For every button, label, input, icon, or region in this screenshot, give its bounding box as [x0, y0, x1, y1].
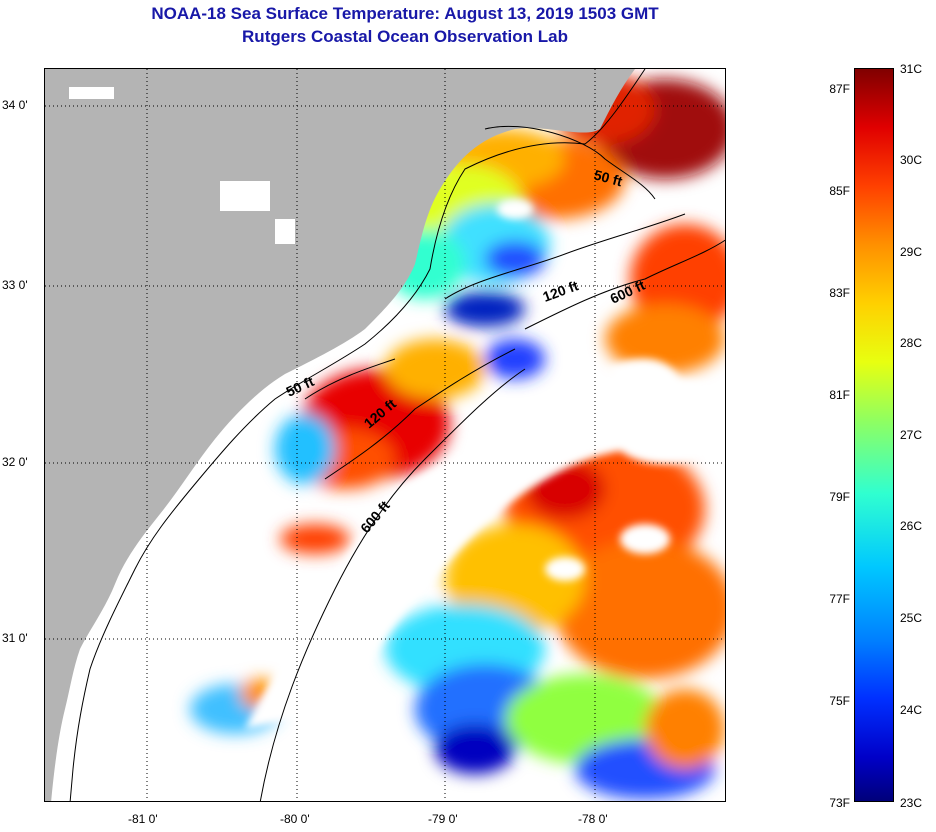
colorbar-c-23: 23C	[900, 796, 923, 810]
isobath-600ft	[524, 239, 725, 330]
temperature-colorbar	[854, 68, 894, 802]
isobath-120ft	[444, 213, 686, 300]
lat-label-33: 33 0'	[2, 278, 28, 292]
colorbar-c-27: 27C	[900, 428, 923, 442]
coastline-fringe	[69, 69, 646, 801]
colorbar-c-24: 24C	[900, 703, 923, 717]
graticule	[45, 69, 725, 801]
colorbar-f-73: 73F	[829, 796, 850, 810]
lon-label-80: -80 0'	[280, 812, 310, 826]
cloud-patches	[245, 199, 725, 729]
colorbar-f-81: 81F	[829, 388, 850, 402]
colorbar-c-26: 26C	[900, 519, 923, 533]
isobaths	[259, 125, 725, 801]
sst-map-canvas: 50 ft 120 ft 600 ft 50 ft 120 ft 600 ft	[45, 69, 725, 801]
lat-label-32: 32 0'	[2, 455, 28, 469]
colorbar-c-28: 28C	[900, 336, 923, 350]
map-subtitle: Rutgers Coastal Ocean Observation Lab	[242, 27, 568, 46]
contour-label-50ft: 50 ft	[592, 166, 624, 189]
lon-label-81: -81 0'	[128, 812, 158, 826]
colorbar-f-75: 75F	[829, 694, 850, 708]
lon-label-79: -79 0'	[428, 812, 458, 826]
isobath-120ft-south	[324, 348, 516, 480]
lon-label-78: -78 0'	[578, 812, 608, 826]
lat-label-31: 31 0'	[2, 631, 28, 645]
colorbar-c-31: 31C	[900, 62, 923, 76]
inland-no-data	[69, 87, 295, 244]
colorbar-f-87: 87F	[829, 82, 850, 96]
colorbar-f-83: 83F	[829, 286, 850, 300]
colorbar-f-79: 79F	[829, 490, 850, 504]
lat-label-34: 34 0'	[2, 98, 28, 112]
isobath-50ft	[484, 125, 656, 200]
colorbar-c-25: 25C	[900, 611, 923, 625]
isobath-600ft-south	[259, 368, 526, 801]
colorbar-c-30: 30C	[900, 153, 923, 167]
colorbar-f-77: 77F	[829, 592, 850, 606]
colorbar-c-29: 29C	[900, 245, 923, 259]
colorbar-f-85: 85F	[829, 184, 850, 198]
sst-map: 50 ft 120 ft 600 ft 50 ft 120 ft 600 ft	[44, 68, 726, 802]
map-title: NOAA-18 Sea Surface Temperature: August …	[151, 4, 659, 23]
land-mass	[45, 69, 635, 801]
isobath-50ft-south	[304, 358, 396, 400]
